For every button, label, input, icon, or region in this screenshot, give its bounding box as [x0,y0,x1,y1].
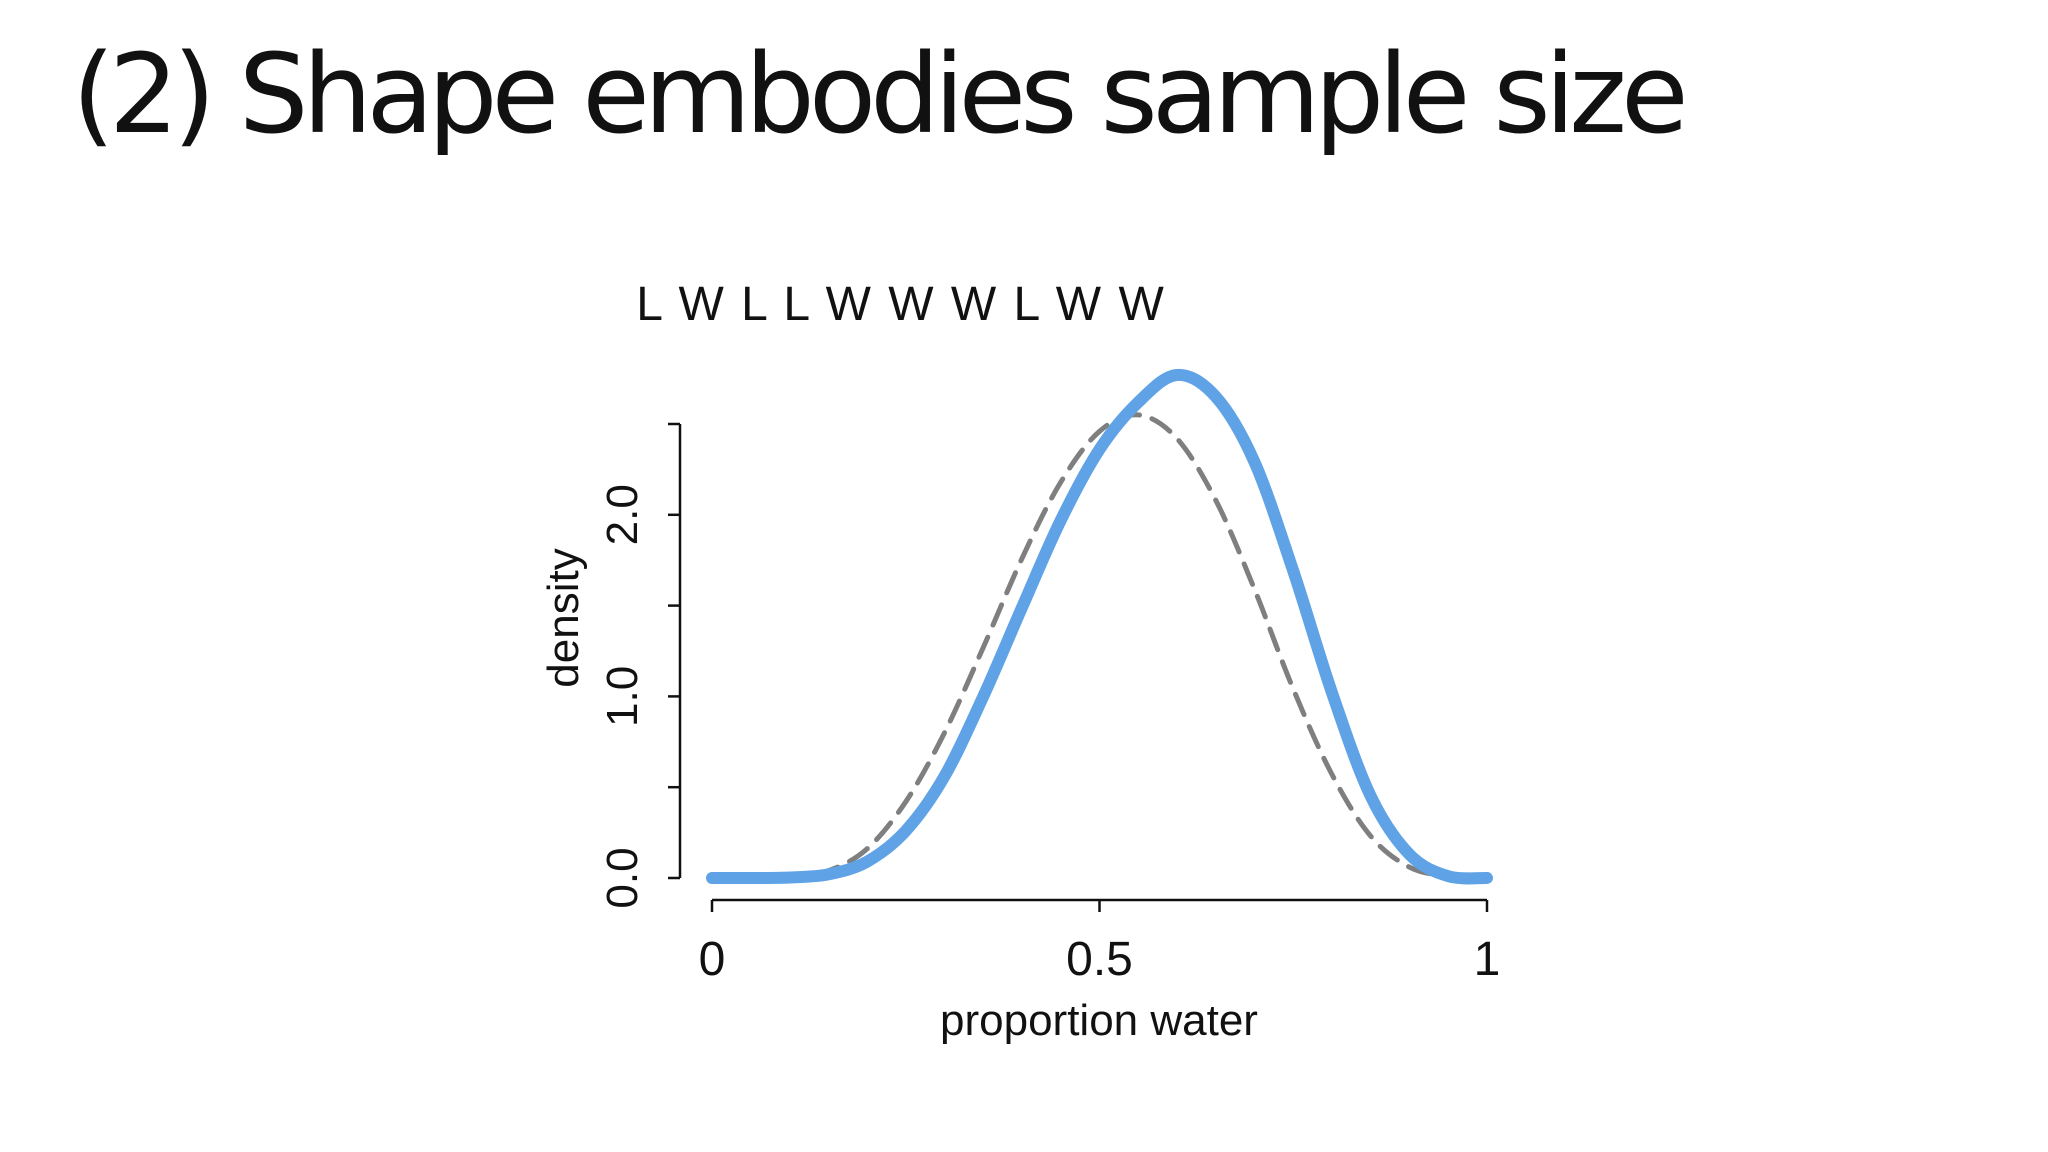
solid-series-line [706,368,1493,885]
dashed-series-line [709,412,1490,881]
slide-title: (2) Shape embodies sample size [72,30,1689,158]
x-axis: 0 0.5 1 [699,898,1501,986]
x-tick-label: 0 [699,933,726,986]
y-tick-label: 0.0 [598,847,647,908]
x-tick-label: 0.5 [1066,933,1133,986]
y-tick-label: 2.0 [598,484,647,545]
chart-title: L W L L W W W L W W [636,278,1164,331]
y-axis: 0.0 1.0 2.0 [598,422,682,909]
plot-lines [706,368,1493,885]
y-axis-label: density [539,548,588,687]
x-axis-label: proportion water [940,996,1258,1045]
x-tick-label: 1 [1474,933,1501,986]
y-tick-label: 1.0 [598,666,647,727]
